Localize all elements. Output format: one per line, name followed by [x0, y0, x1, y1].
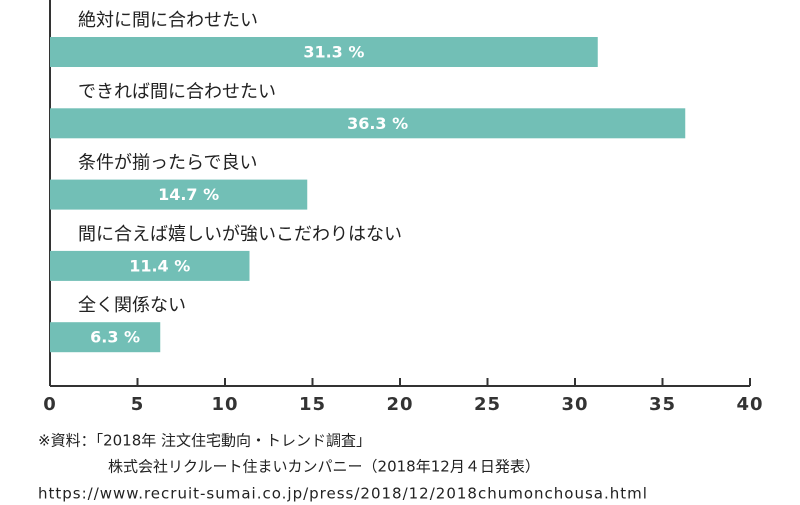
source-line: 株式会社リクルート住まいカンパニー（2018年12月４日発表） — [108, 458, 540, 476]
value-label: 11.4 % — [129, 256, 190, 275]
value-label: 31.3 % — [303, 43, 364, 62]
x-tick-label: 30 — [561, 394, 588, 415]
value-label: 36.3 % — [347, 114, 408, 133]
x-tick-label: 15 — [299, 394, 326, 415]
bar — [50, 108, 686, 139]
x-tick-label: 35 — [649, 394, 676, 415]
x-tick-label: 25 — [474, 394, 501, 415]
value-label: 14.7 % — [158, 185, 219, 204]
category-label: できれば間に合わせたい — [78, 81, 276, 102]
x-tick-label: 20 — [386, 394, 413, 415]
bar — [50, 322, 161, 353]
category-label: 条件が揃ったらで良い — [78, 153, 257, 174]
x-tick-label: 0 — [43, 394, 57, 415]
x-tick-label: 40 — [736, 394, 763, 415]
category-label: 全く関係ない — [78, 295, 186, 316]
category-label: 間に合えば嬉しいが強いこだわりはない — [78, 224, 402, 245]
source-line: ※資料：「2018年 注文住宅動向・トレンド調査」 — [38, 432, 371, 450]
x-tick-label: 5 — [131, 394, 145, 415]
bar — [50, 37, 598, 67]
value-label: 6.3 % — [90, 328, 140, 347]
source-url: https://www.recruit-sumai.co.jp/press/20… — [38, 485, 648, 503]
bar — [50, 250, 250, 281]
category-label: 絶対に間に合わせたい — [78, 10, 258, 31]
bar — [50, 179, 308, 210]
x-tick-label: 10 — [211, 394, 238, 415]
